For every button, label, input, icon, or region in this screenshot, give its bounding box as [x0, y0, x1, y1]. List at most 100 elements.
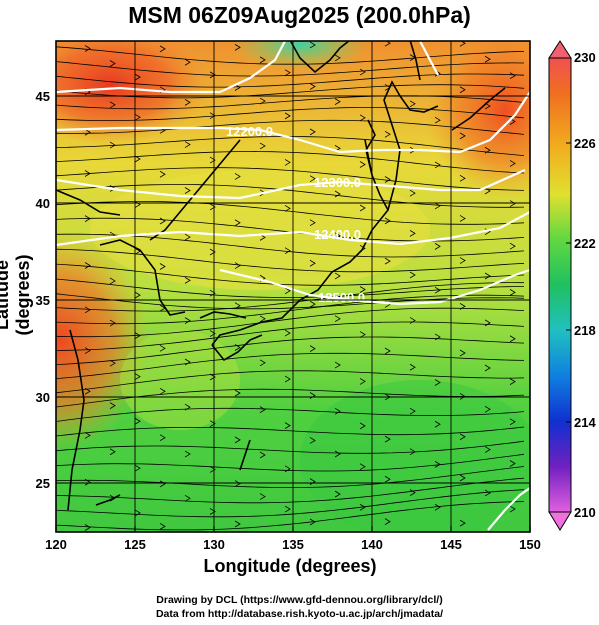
flow-arrowhead: [284, 505, 291, 513]
contour-label-12500: 12500.0: [318, 290, 365, 305]
flow-arrowhead: [459, 349, 466, 357]
flow-arrowhead: [284, 159, 291, 166]
streamline: [56, 352, 525, 380]
flow-arrowhead: [484, 146, 491, 154]
contour-sw: [487, 487, 530, 531]
streamline: [56, 248, 525, 273]
flow-arrowhead: [259, 97, 266, 105]
x-tick-label: 125: [124, 537, 146, 552]
flow-arrowhead: [309, 259, 316, 267]
streamline: [56, 201, 525, 225]
contour-12300: [56, 168, 526, 200]
flow-arrowhead: [334, 54, 341, 62]
flow-arrowhead: [284, 465, 291, 473]
flow-arrowhead: [309, 128, 316, 136]
flow-arrowhead: [259, 359, 266, 367]
flow-arrowhead: [184, 358, 191, 366]
streamline: [56, 321, 525, 351]
streamline: [56, 388, 525, 409]
colorbar-tick-label: 226: [574, 136, 596, 151]
colorbar: 230 226 222 218 214 210: [548, 40, 596, 531]
streamline: [56, 73, 525, 88]
streamline: [56, 184, 525, 208]
flow-arrowhead: [259, 493, 266, 500]
y-tick-label: 35: [36, 293, 50, 308]
flow-arrowhead: [234, 302, 241, 310]
streamline: [56, 440, 525, 454]
flow-arrowhead: [84, 478, 91, 486]
streamline: [56, 407, 525, 423]
flow-arrowhead: [84, 45, 91, 52]
flow-arrowhead: [284, 329, 291, 337]
flow-arrowhead: [334, 98, 341, 105]
flow-arrowhead: [459, 174, 466, 182]
streamline: [56, 167, 525, 191]
flow-arrowhead: [459, 257, 466, 264]
flow-arrowhead: [184, 99, 191, 106]
flow-arrowhead: [209, 156, 216, 164]
flow-arrowhead: [359, 422, 366, 430]
streamline: [56, 60, 525, 77]
map-title: MSM 06Z09Aug2025 (200.0hPa): [128, 2, 471, 28]
flow-arrowhead: [459, 86, 466, 94]
streamline: [56, 307, 525, 338]
flow-arrowhead: [109, 277, 116, 285]
flow-arrowhead: [359, 286, 366, 293]
streamline: [56, 107, 525, 121]
streamline: [56, 294, 525, 325]
flow-arrowhead: [84, 387, 91, 395]
flow-arrowhead: [84, 170, 91, 177]
flow-arrowhead: [359, 68, 366, 76]
flow-arrowhead: [259, 406, 266, 413]
flow-arrowhead: [284, 287, 291, 295]
colorbar-labels: 230 226 222 218 214 210: [574, 50, 596, 520]
y-tick-label: 45: [36, 89, 50, 104]
flow-arrowhead: [509, 242, 516, 250]
streamline: [56, 477, 525, 504]
flow-arrowhead: [434, 161, 441, 169]
height-contours: [56, 41, 530, 531]
flow-arrowhead: [334, 272, 341, 280]
flow-arrowhead: [359, 378, 366, 385]
flow-arrowhead: [309, 478, 316, 485]
flow-arrowhead: [509, 200, 516, 207]
flow-arrowhead: [334, 190, 341, 198]
contour-12200: [56, 41, 286, 94]
contour-label-12200: 12200.0: [226, 124, 273, 139]
contour-n: [419, 41, 439, 76]
flow-arrowhead: [434, 461, 441, 468]
flow-arrowhead: [134, 509, 141, 517]
flow-arrowhead: [84, 262, 91, 269]
flow-arrowhead: [309, 83, 316, 90]
flow-arrowhead: [334, 450, 341, 458]
flow-arrowhead: [484, 55, 491, 63]
flow-arrowhead: [259, 315, 266, 323]
flow-arrowhead: [409, 317, 416, 324]
flow-arrowhead: [484, 187, 491, 195]
flow-arrowhead: [209, 373, 216, 381]
flow-arrowhead: [159, 387, 166, 395]
flow-arrowhead: [84, 128, 91, 136]
x-tick-label: 130: [203, 537, 225, 552]
flow-arrowhead: [334, 315, 341, 323]
flow-arrowhead: [209, 203, 216, 211]
flow-arrowhead: [459, 433, 466, 441]
flow-arrowhead: [484, 446, 491, 453]
streamline: [56, 217, 525, 242]
flow-arrowhead: [309, 437, 316, 444]
flow-arrowhead: [384, 518, 391, 525]
flow-arrowhead: [434, 420, 441, 428]
flow-arrowhead: [159, 45, 166, 53]
flow-arrowhead: [109, 402, 116, 409]
flow-arrowhead: [409, 100, 416, 108]
flow-arrowhead: [484, 272, 491, 280]
flow-arrowhead: [234, 44, 241, 51]
colorbar-tick-label: 214: [574, 415, 596, 430]
flow-arrowhead: [509, 160, 516, 167]
flow-arrowhead: [259, 142, 266, 150]
flow-arrowhead: [109, 359, 116, 367]
flow-arrowhead: [409, 407, 416, 415]
flow-arrowhead: [234, 480, 241, 487]
flow-arrowhead: [484, 319, 491, 327]
y-tick-label: 40: [36, 196, 50, 211]
